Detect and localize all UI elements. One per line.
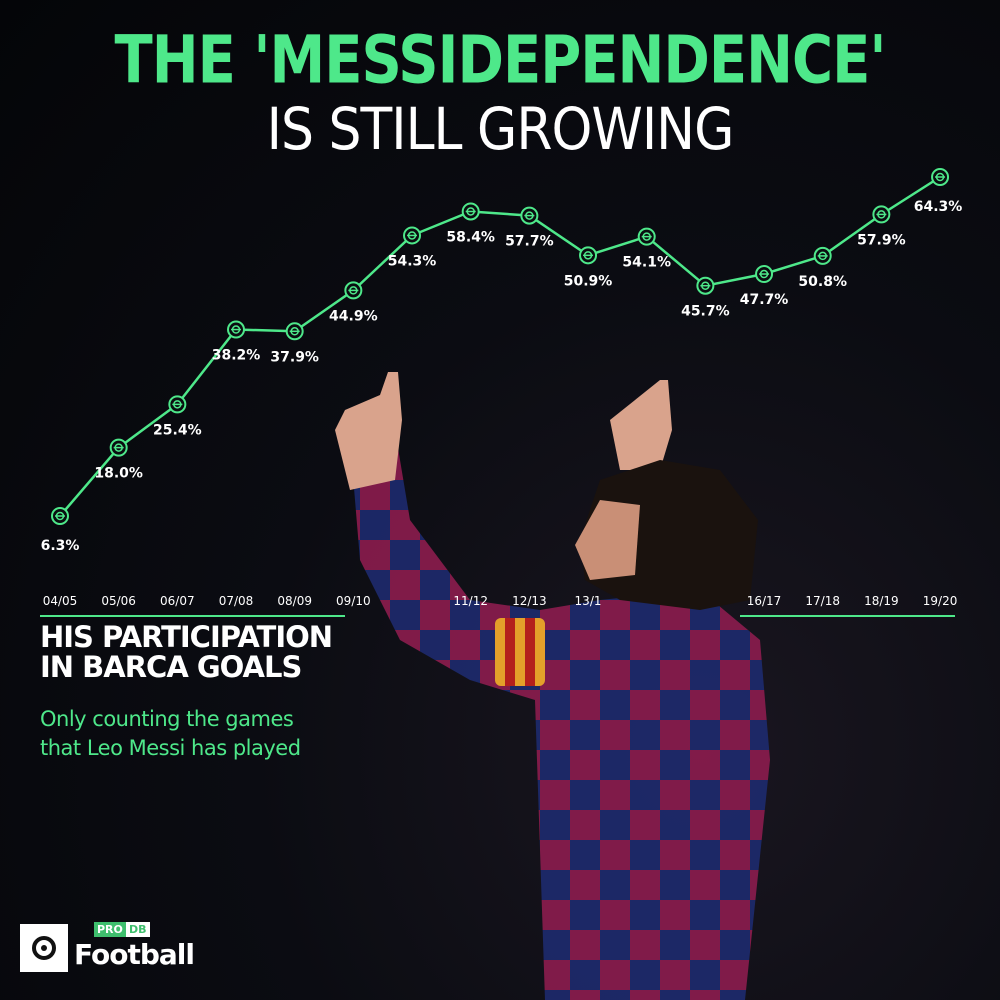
data-point <box>168 395 187 414</box>
x-tick-label: 07/08 <box>219 594 254 608</box>
x-tick-label: 13/1 <box>575 594 602 608</box>
data-point <box>637 227 656 246</box>
data-point <box>344 281 363 300</box>
data-label: 47.7% <box>740 292 789 308</box>
logo-mark-icon <box>20 924 68 972</box>
data-label: 54.1% <box>622 255 671 271</box>
x-tick-labels: 04/05 05/06 06/07 07/08 08/09 09/10 11/12 12/13… <box>43 594 958 608</box>
note-line-2: that Leo Messi has played <box>40 736 301 761</box>
data-label: 50.8% <box>798 274 847 290</box>
data-point <box>755 265 774 284</box>
data-labels: 6.3% 18.0% 25.4% 38.2% 37.9% 44.9% 54.3% 58.4% 5… <box>41 199 963 554</box>
x-tick-label: 12/13 <box>512 594 547 608</box>
x-tick-label: 06/07 <box>160 594 195 608</box>
data-point <box>520 206 539 225</box>
brand-logo: PRO DB Football <box>20 922 214 972</box>
data-label: 64.3% <box>914 199 963 215</box>
x-tick-label: 19/20 <box>923 594 958 608</box>
data-label: 54.3% <box>388 253 437 269</box>
series-points <box>51 168 950 525</box>
data-label: 57.7% <box>505 234 554 250</box>
x-tick-label: 17/18 <box>805 594 840 608</box>
data-point <box>403 226 422 245</box>
subtitle-note: Only counting the games that Leo Messi h… <box>40 705 301 764</box>
x-tick-label: 16/17 <box>747 594 782 608</box>
subtitle: HIS PARTICIPATION IN BARCA GOALS <box>40 620 333 685</box>
x-tick-label: 11/12 <box>453 594 488 608</box>
data-label: 44.9% <box>329 308 378 324</box>
subtitle-line-2: IN BARCA GOALS <box>40 650 302 685</box>
series-line <box>59 175 941 517</box>
data-point <box>461 202 480 221</box>
logo-db: DB <box>126 922 150 937</box>
data-label: 37.9% <box>270 349 319 365</box>
data-label: 6.3% <box>41 538 80 554</box>
title-line-2: IS STILL GROWING <box>266 96 735 164</box>
data-point <box>696 276 715 295</box>
x-tick-label: 08/09 <box>277 594 312 608</box>
data-label: 50.9% <box>564 273 613 289</box>
data-label: 38.2% <box>212 348 261 364</box>
x-tick-label: 18/19 <box>864 594 899 608</box>
title-line-1: THE 'MESSIDEPENDENCE' <box>114 22 887 99</box>
data-point <box>227 320 246 339</box>
data-label: 58.4% <box>446 229 495 245</box>
data-point <box>51 507 69 525</box>
data-point <box>579 246 598 265</box>
logo-wordmark: PRO DB Football <box>74 922 214 972</box>
data-point <box>813 246 832 265</box>
x-tick-label: 05/06 <box>101 594 136 608</box>
note-line-1: Only counting the games <box>40 707 294 731</box>
data-label: 18.0% <box>94 466 143 482</box>
logo-pro: PRO <box>94 922 126 937</box>
data-point <box>109 438 128 457</box>
x-tick-label: 09/10 <box>336 594 371 608</box>
subtitle-line-1: HIS PARTICIPATION <box>40 620 333 654</box>
player-figure <box>335 372 770 1000</box>
series-polyline <box>59 175 941 517</box>
data-point <box>931 168 950 186</box>
data-label: 45.7% <box>681 304 730 320</box>
data-label: 25.4% <box>153 422 202 438</box>
x-tick-label: 04/05 <box>43 594 78 608</box>
data-point <box>872 205 891 224</box>
data-point <box>285 322 304 341</box>
logo-name: Football <box>74 938 195 971</box>
data-label: 57.9% <box>857 232 906 248</box>
